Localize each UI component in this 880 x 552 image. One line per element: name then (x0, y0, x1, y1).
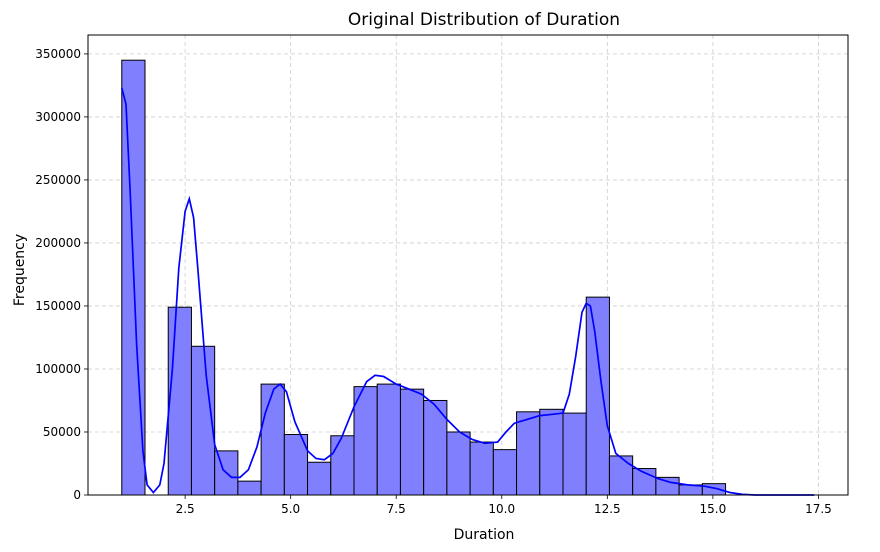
kde-curve (120, 87, 815, 496)
x-tick-label: 10.0 (488, 502, 515, 516)
plot-frame (87, 34, 849, 496)
x-axis-ticks: 2.5 5.0 7.5 10.0 12.5 15.0 17.5 (176, 495, 832, 516)
histogram-bars (121, 59, 727, 496)
histogram-bar (307, 461, 332, 496)
chart-title: Original Distribution of Duration (348, 10, 620, 30)
histogram-bar (330, 435, 355, 496)
y-tick-label: 100000 (35, 362, 81, 376)
x-tick-label: 17.5 (805, 502, 832, 516)
histogram-bar (608, 455, 634, 496)
histogram-bar (376, 383, 401, 496)
histogram-bar (562, 412, 587, 496)
histogram-bar (260, 383, 285, 496)
y-axis-label: Frequency (12, 234, 28, 306)
histogram-bar (492, 449, 518, 496)
histogram-bar (516, 411, 541, 496)
y-tick-label: 0 (73, 488, 81, 502)
x-axis-label: Duration (454, 527, 515, 543)
y-tick-label: 350000 (35, 47, 81, 61)
histogram-bar (539, 408, 564, 496)
histogram-bar (446, 431, 471, 496)
y-tick-label: 150000 (35, 299, 81, 313)
histogram-bar (469, 441, 494, 496)
y-tick-label: 250000 (35, 173, 81, 187)
x-tick-label: 15.0 (700, 502, 727, 516)
x-tick-label: 5.0 (281, 502, 300, 516)
histogram-bar (399, 388, 425, 496)
y-tick-label: 50000 (43, 425, 81, 439)
histogram-bar (353, 386, 378, 496)
y-tick-label: 300000 (35, 110, 81, 124)
x-tick-label: 7.5 (387, 502, 406, 516)
y-tick-label: 200000 (35, 236, 81, 250)
histogram-bar (237, 480, 262, 496)
histogram-bar (585, 296, 610, 496)
x-tick-label: 12.5 (594, 502, 621, 516)
histogram-bar (655, 476, 680, 496)
x-tick-label: 2.5 (176, 502, 195, 516)
y-axis-ticks: 0 50000 100000 150000 200000 250000 300000 3500… (35, 47, 88, 502)
histogram-bar (167, 306, 192, 496)
